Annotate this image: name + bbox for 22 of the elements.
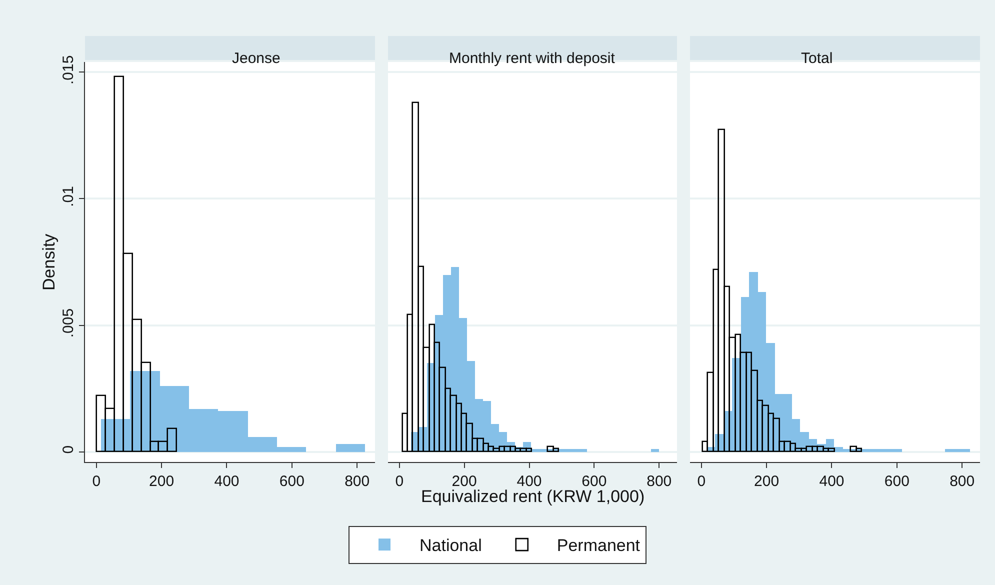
chart-title: Total xyxy=(801,50,833,67)
x-tick-label: 400 xyxy=(819,473,844,490)
x-tick-label: 800 xyxy=(646,473,672,490)
y-tick-label: 0 xyxy=(60,445,77,454)
y-tick-label: .015 xyxy=(60,55,77,84)
x-tick-label: 0 xyxy=(697,473,706,490)
x-tick-label: 0 xyxy=(395,473,404,490)
y-tick-label: .005 xyxy=(60,308,77,338)
x-tick-label: 800 xyxy=(344,473,370,490)
chart-title: Jeonse xyxy=(232,50,280,67)
y-tick-label: .01 xyxy=(60,186,77,207)
x-tick-label: 600 xyxy=(884,473,910,490)
x-tick-label: 0 xyxy=(92,473,101,490)
legend-label: Permanent xyxy=(556,536,640,556)
x-tick-label: 400 xyxy=(214,473,240,490)
x-tick-label: 800 xyxy=(950,473,975,490)
y-axis-title: Density xyxy=(40,233,58,290)
legend-label: National xyxy=(420,536,482,556)
chart-title: Monthly rent with deposit xyxy=(449,50,616,67)
x-tick-label: 600 xyxy=(279,473,304,490)
x-tick-label: 200 xyxy=(754,473,780,490)
x-tick-label: 200 xyxy=(149,473,174,490)
